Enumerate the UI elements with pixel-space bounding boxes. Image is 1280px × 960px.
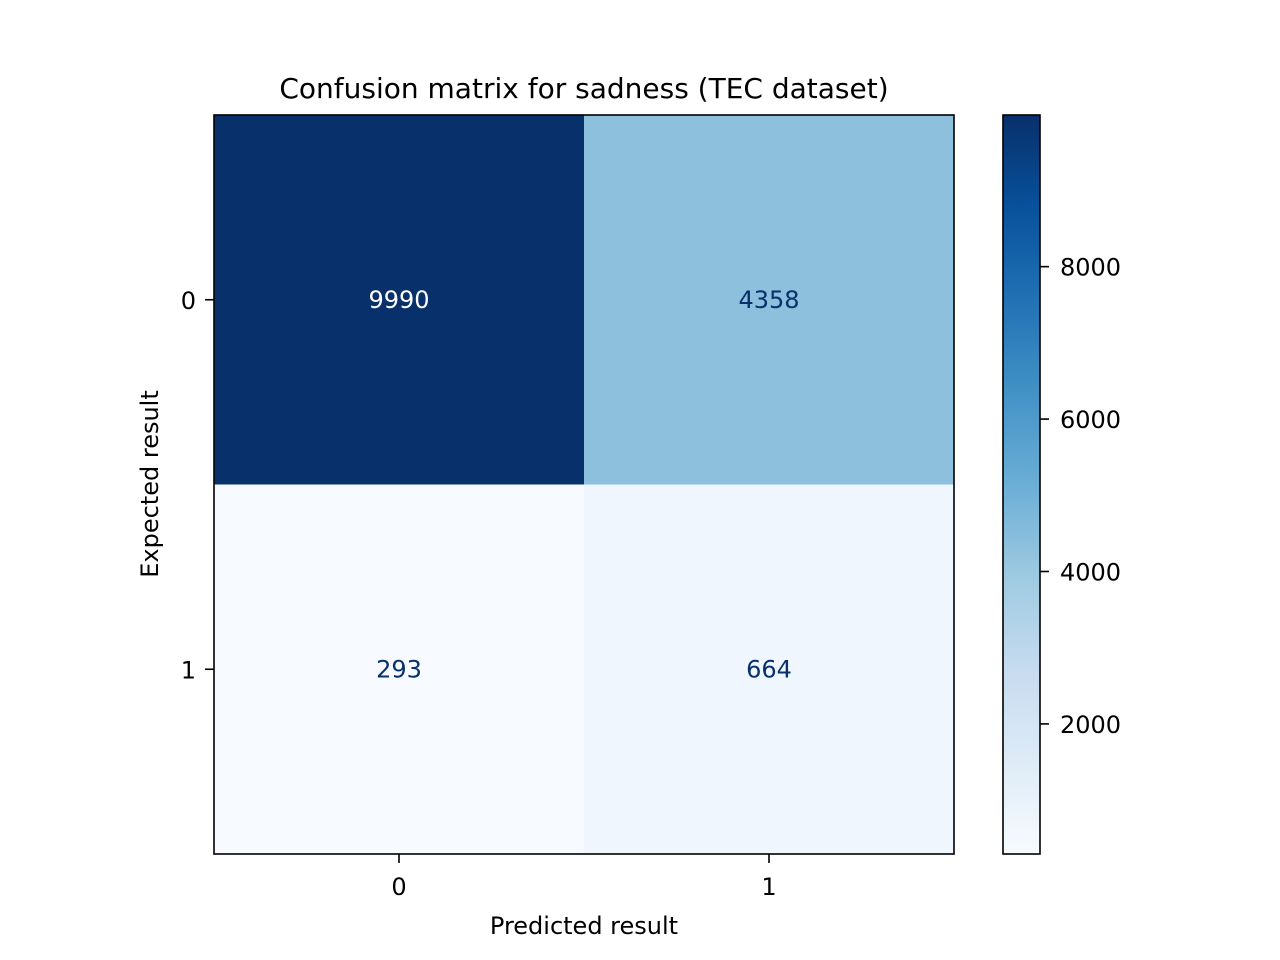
y-axis-ticks: 01 bbox=[181, 287, 214, 684]
x-tick-label: 1 bbox=[761, 873, 776, 901]
y-tick-label: 1 bbox=[181, 656, 196, 684]
x-tick-label: 0 bbox=[391, 873, 406, 901]
x-axis-label: Predicted result bbox=[490, 912, 678, 940]
matrix-cell bbox=[584, 115, 955, 485]
colorbar-tick-label: 8000 bbox=[1060, 254, 1121, 282]
y-axis-label: Expected result bbox=[136, 390, 164, 578]
colorbar-tick-label: 6000 bbox=[1060, 406, 1121, 434]
colorbar-tick-label: 2000 bbox=[1060, 711, 1121, 739]
chart-title: Confusion matrix for sadness (TEC datase… bbox=[279, 72, 888, 105]
matrix-cell-labels: 9990 4358 293 664 bbox=[368, 286, 799, 684]
matrix-cell-value: 9990 bbox=[368, 286, 429, 314]
matrix-cell-value: 293 bbox=[376, 655, 422, 683]
matrix-cell bbox=[584, 484, 955, 855]
colorbar-frame bbox=[1002, 114, 1041, 855]
matrix-cells bbox=[214, 115, 955, 855]
y-tick-label: 0 bbox=[181, 287, 196, 315]
matrix-cell-value: 4358 bbox=[738, 286, 799, 314]
plot-frame bbox=[213, 114, 955, 855]
matrix-cell bbox=[214, 484, 585, 855]
colorbar-tick-label: 4000 bbox=[1060, 558, 1121, 586]
colorbar-ticks: 2000 4000 6000 8000 bbox=[1040, 254, 1121, 739]
matrix-cell-value: 664 bbox=[746, 655, 792, 683]
matrix-cell bbox=[214, 115, 585, 485]
colorbar bbox=[1003, 115, 1040, 854]
